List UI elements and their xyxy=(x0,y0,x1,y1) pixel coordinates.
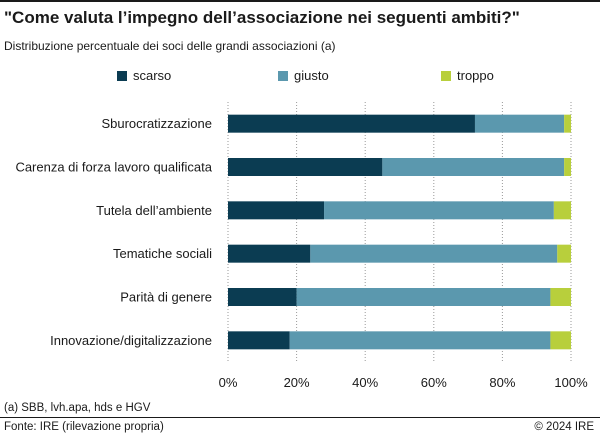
x-tick-label: 20% xyxy=(284,375,310,390)
bar-giusto xyxy=(324,201,554,220)
bar-scarso xyxy=(228,244,311,263)
legend-label-giusto: giusto xyxy=(294,68,329,83)
bar-scarso xyxy=(228,288,297,306)
bar-giusto xyxy=(382,158,565,176)
legend-swatch-giusto xyxy=(278,70,288,81)
x-tick-label: 60% xyxy=(421,375,447,390)
bar-scarso xyxy=(228,114,475,133)
category-label: Innovazione/digitalizzazione xyxy=(50,333,212,348)
bar-troppo xyxy=(564,158,571,176)
category-label: Tematiche sociali xyxy=(113,246,212,261)
category-label: Sburocratizzazione xyxy=(101,116,212,131)
legend-swatch-scarso xyxy=(117,70,127,81)
x-tick-label: 0% xyxy=(219,375,238,390)
bar-troppo xyxy=(550,288,571,306)
x-tick-label: 40% xyxy=(352,375,378,390)
chart-title: "Come valuta l’impegno dell’associazione… xyxy=(4,8,520,27)
bar-troppo xyxy=(557,244,571,263)
stacked-bar-chart: 0% 20% 40% 60% 80% 100% Sburocratizzazione Care… xyxy=(15,102,588,390)
copyright: © 2024 IRE xyxy=(534,421,594,433)
bar-troppo xyxy=(553,201,571,220)
legend-label-troppo: troppo xyxy=(457,68,494,83)
legend-item-giusto: giusto xyxy=(278,68,329,83)
source-note: Fonte: IRE (rilevazione propria) xyxy=(4,421,164,433)
bar-scarso xyxy=(228,331,290,350)
bar-giusto xyxy=(474,114,565,133)
bar-giusto xyxy=(296,288,551,306)
footnote: (a) SBB, lvh.apa, hds e HGV xyxy=(4,402,151,414)
legend-item-scarso: scarso xyxy=(117,68,171,83)
legend-label-scarso: scarso xyxy=(133,68,172,83)
bar-troppo xyxy=(564,114,571,133)
bar-troppo xyxy=(550,331,571,350)
bottom-rule xyxy=(0,417,600,418)
category-label: Tutela dell’ambiente xyxy=(96,203,212,218)
bar-scarso xyxy=(228,158,383,176)
x-tick-label: 80% xyxy=(489,375,515,390)
category-label: Carenza di forza lavoro qualificata xyxy=(15,160,212,175)
bar-scarso xyxy=(228,201,325,220)
top-rule xyxy=(0,0,600,2)
legend-item-troppo: troppo xyxy=(441,68,494,83)
x-tick-label: 100% xyxy=(554,375,588,390)
bar-giusto xyxy=(289,331,551,350)
bar-giusto xyxy=(310,244,558,263)
category-label: Parità di genere xyxy=(120,290,212,305)
legend-swatch-troppo xyxy=(441,70,451,81)
chart-subtitle: Distribuzione percentuale dei soci delle… xyxy=(4,39,336,53)
